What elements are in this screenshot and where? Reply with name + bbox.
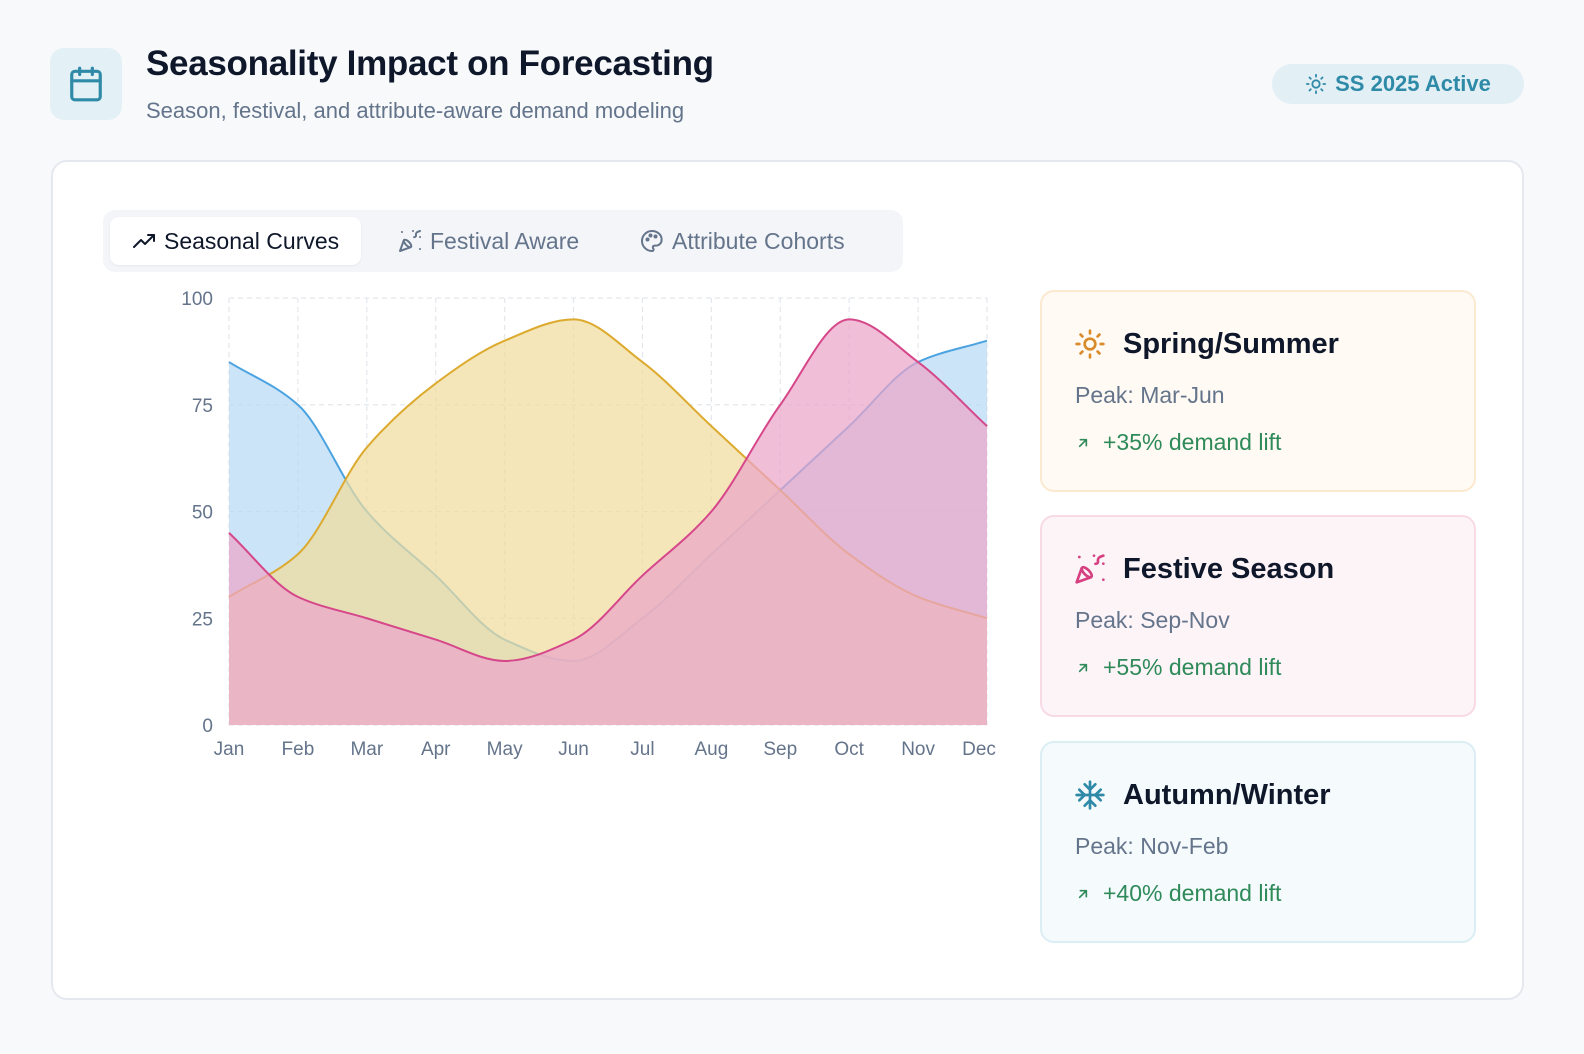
x-tick-label: Nov	[901, 739, 935, 760]
season-card-lift-label: +55% demand lift	[1103, 654, 1282, 680]
status-badge-label: SS 2025 Active	[1335, 71, 1491, 96]
party-popper-icon	[399, 230, 422, 252]
arrow-up-right-icon	[1078, 889, 1088, 898]
x-tick-label: Feb	[282, 739, 315, 760]
x-tick-label: Dec	[962, 739, 996, 760]
x-tick-label: Jul	[630, 739, 654, 760]
tab-seasonal-curves[interactable]: Seasonal Curves	[110, 217, 362, 265]
tab-festival-aware[interactable]: Festival Aware	[376, 217, 601, 265]
season-card-peak: Peak: Mar-Jun	[1075, 382, 1225, 408]
y-tick-label: 100	[181, 289, 213, 310]
season-card-lift: +55% demand lift	[1075, 654, 1281, 681]
season-card-title: Spring/Summer	[1123, 328, 1339, 360]
season-card-festive-season: Festive Season Peak: Sep-Nov +55% demand…	[1040, 515, 1476, 717]
snowflake-icon	[1075, 780, 1105, 810]
calendar-icon-tile	[50, 48, 122, 120]
forecast-card: Seasonal Curves Festival Aware Attribute…	[51, 160, 1524, 1000]
sun-icon	[1306, 73, 1327, 95]
tab-label: Festival Aware	[430, 227, 580, 254]
page-subtitle: Season, festival, and attribute-aware de…	[146, 98, 685, 123]
season-card-lift-label: +40% demand lift	[1103, 880, 1282, 906]
series-line-festive-season	[228, 318, 988, 662]
trending-up-icon	[133, 234, 155, 248]
arrow-up-right-icon	[1078, 438, 1088, 447]
season-card-lift-label: +35% demand lift	[1103, 429, 1282, 455]
x-tick-label: Oct	[834, 739, 864, 760]
y-tick-label: 75	[192, 396, 213, 417]
season-card-peak: Peak: Nov-Feb	[1075, 833, 1229, 859]
status-badge: SS 2025 Active	[1272, 64, 1524, 104]
x-tick-label: Apr	[421, 739, 451, 760]
x-tick-label: Mar	[350, 739, 383, 760]
season-card-title: Festive Season	[1123, 553, 1335, 585]
x-tick-label: Sep	[763, 739, 797, 760]
season-card-lift: +35% demand lift	[1075, 429, 1281, 456]
seasonal-curves-chart: 0 25 50 75 100 Jan Feb Mar Apr May Jun Jul Aug Sep Oct…	[181, 289, 996, 760]
palette-icon	[641, 230, 663, 252]
page-title: Seasonality Impact on Forecasting	[146, 44, 714, 83]
season-card-title: Autumn/Winter	[1123, 779, 1331, 811]
season-card-spring-summer: Spring/Summer Peak: Mar-Jun +35% demand …	[1040, 290, 1476, 492]
arrow-up-right-icon	[1078, 663, 1088, 672]
party-popper-icon	[1075, 554, 1105, 584]
x-tick-label: Jan	[214, 739, 245, 760]
season-card-autumn-winter: Autumn/Winter Peak: Nov-Feb +40% demand …	[1040, 741, 1476, 943]
x-tick-label: May	[487, 739, 523, 760]
series-area-festive-season	[229, 319, 987, 725]
season-card-peak: Peak: Sep-Nov	[1075, 607, 1230, 633]
tab-label: Attribute Cohorts	[672, 227, 845, 254]
view-tabs: Seasonal Curves Festival Aware Attribute…	[103, 210, 903, 272]
x-tick-label: Jun	[558, 739, 589, 760]
sun-icon	[1075, 329, 1105, 359]
season-card-lift: +40% demand lift	[1075, 880, 1281, 907]
tab-label: Seasonal Curves	[164, 227, 340, 254]
x-tick-label: Aug	[694, 739, 728, 760]
tab-attribute-cohorts[interactable]: Attribute Cohorts	[618, 217, 867, 265]
y-tick-label: 0	[202, 716, 213, 737]
y-tick-label: 50	[192, 503, 213, 524]
calendar-icon	[70, 66, 102, 102]
y-tick-label: 25	[192, 609, 213, 630]
